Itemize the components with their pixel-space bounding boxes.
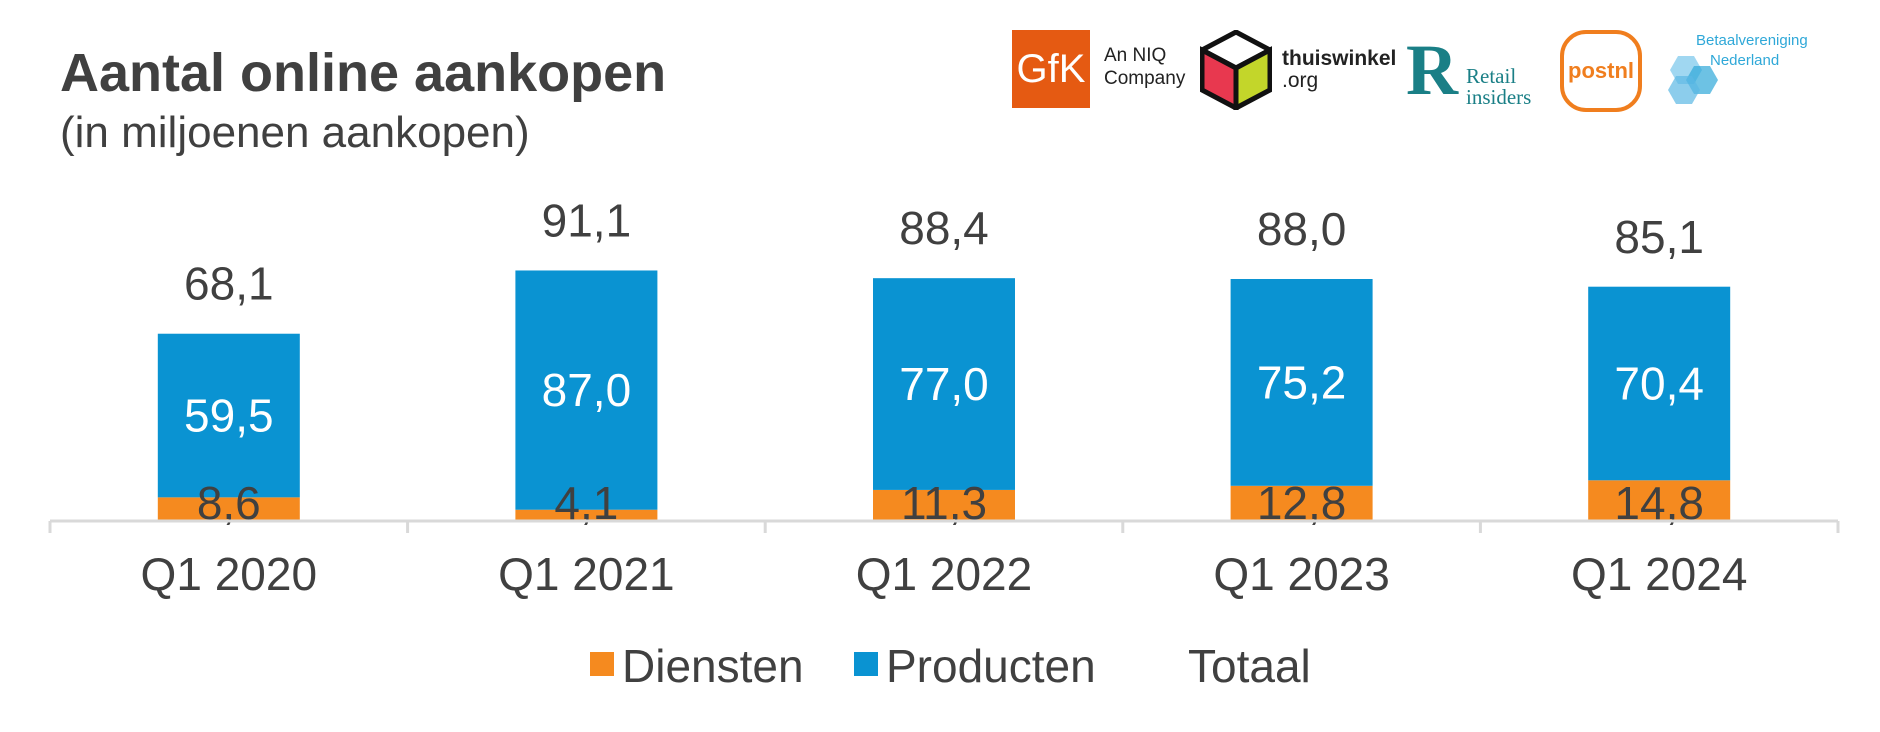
x-tick-label-5: Q1 2024 bbox=[1571, 548, 1747, 600]
bar-producten-5 bbox=[1588, 286, 1731, 481]
legend-label-totaal: Totaal bbox=[1188, 640, 1311, 692]
label-totaal-1: 68,1 bbox=[184, 258, 274, 310]
gfk-tagline: An NIQ Company bbox=[1104, 44, 1185, 90]
bar-diensten-3 bbox=[873, 489, 1015, 521]
x-tick-label-1: Q1 2020 bbox=[141, 548, 317, 600]
legend-label-diensten: Diensten bbox=[622, 640, 804, 692]
label-totaal-2: 91,1 bbox=[542, 194, 632, 246]
bar-diensten-5 bbox=[1588, 480, 1731, 521]
gfk-logo: GfK bbox=[1012, 30, 1090, 108]
label-producten-3: 77,0 bbox=[899, 358, 989, 410]
betaalvereniging-icon bbox=[1668, 56, 1718, 104]
gfk-tagline-line1: An NIQ bbox=[1104, 45, 1167, 66]
x-tick-label-4: Q1 2023 bbox=[1213, 548, 1389, 600]
bar-producten-1 bbox=[157, 333, 300, 498]
legend-swatch-producten bbox=[854, 652, 878, 676]
betaalvereniging-country: Nederland bbox=[1710, 52, 1780, 69]
label-totaal-5: 85,1 bbox=[1614, 211, 1704, 263]
label-totaal-4: 88,0 bbox=[1257, 203, 1347, 255]
bar-diensten-2 bbox=[515, 509, 658, 521]
chart-title: Aantal online aankopen bbox=[60, 43, 667, 103]
retail-insiders-line2: insiders bbox=[1466, 85, 1532, 109]
bar-producten-3 bbox=[873, 278, 1015, 490]
bar-diensten-1 bbox=[157, 497, 300, 521]
bar-diensten-4 bbox=[1230, 485, 1373, 521]
retail-insiders-mark: R bbox=[1406, 30, 1458, 110]
bar-producten-4 bbox=[1230, 279, 1373, 486]
label-producten-4: 75,2 bbox=[1257, 356, 1347, 408]
label-totaal-3: 88,4 bbox=[899, 202, 989, 254]
logo-strip: GfK An NIQ Company thuiswinkel .org R Re… bbox=[0, 14, 1880, 112]
thuiswinkel-name: thuiswinkel bbox=[1282, 47, 1397, 70]
betaalvereniging-name: Betaalvereniging bbox=[1696, 32, 1808, 49]
thuiswinkel-cube-icon bbox=[1200, 30, 1272, 110]
label-producten-1: 59,5 bbox=[184, 390, 274, 442]
thuiswinkel-domain: .org bbox=[1282, 69, 1319, 92]
x-tick-label-3: Q1 2022 bbox=[856, 548, 1032, 600]
label-producten-2: 87,0 bbox=[542, 364, 632, 416]
bar-producten-2 bbox=[515, 270, 658, 510]
legend-swatch-diensten bbox=[590, 652, 614, 676]
thuiswinkel-logo-text: thuiswinkel .org bbox=[1282, 48, 1396, 92]
retail-insiders-line1: Retail bbox=[1466, 64, 1517, 88]
label-producten-5: 70,4 bbox=[1614, 358, 1704, 410]
legend-label-producten: Producten bbox=[886, 640, 1096, 692]
retail-insiders-logo-text: Retail insiders bbox=[1466, 66, 1531, 108]
gfk-tagline-line2: Company bbox=[1104, 68, 1186, 89]
chart-subtitle: (in miljoenen aankopen) bbox=[60, 108, 530, 157]
x-tick-label-2: Q1 2021 bbox=[498, 548, 674, 600]
postnl-logo: postnl bbox=[1560, 30, 1642, 112]
